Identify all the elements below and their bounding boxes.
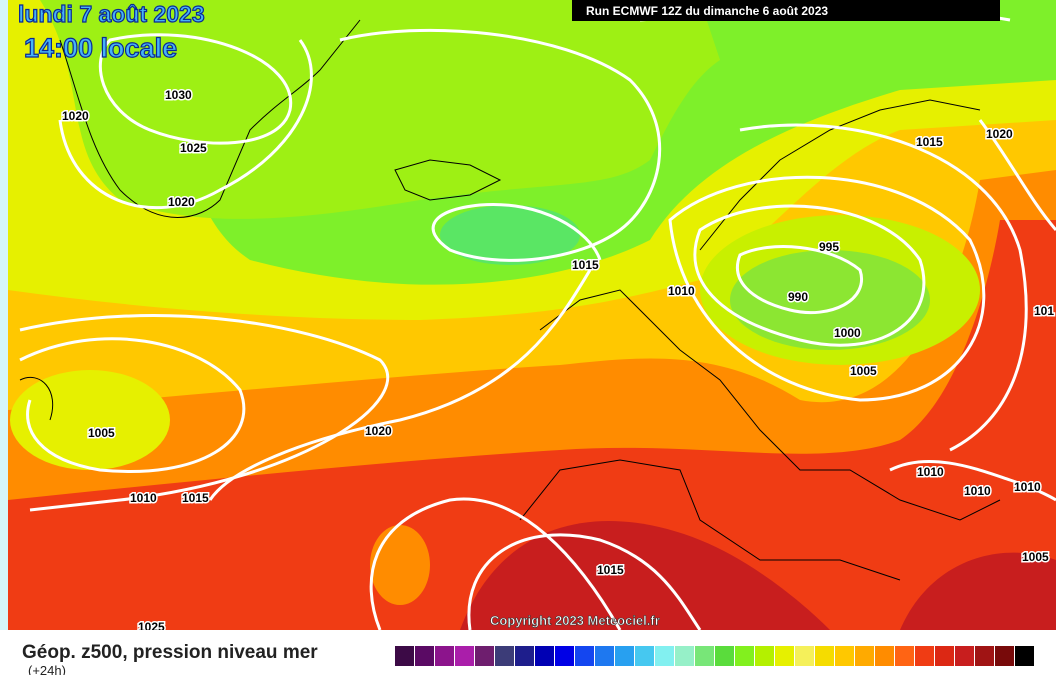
isobar (369, 497, 622, 631)
legend-swatch (875, 646, 894, 666)
isobar-label: 1025 (180, 141, 207, 155)
legend-swatch (435, 646, 454, 666)
low-green (730, 250, 930, 350)
isobar-label: 995 (819, 240, 839, 254)
isobar-label: 1020 (365, 424, 392, 438)
legend-swatch (695, 646, 714, 666)
legend-swatch (935, 646, 954, 666)
run-box (572, 0, 1000, 21)
coastline (59, 19, 361, 218)
isobar (889, 459, 1056, 502)
coastline (699, 99, 981, 251)
legend-swatch (775, 646, 794, 666)
legend-swatch (755, 646, 774, 666)
date-title: lundi 7 août 2023 (18, 1, 205, 27)
footer-title: Géop. z500, pression niveau mer (22, 642, 318, 663)
low-yellow (10, 370, 170, 470)
legend-swatch (455, 646, 474, 666)
isobar (739, 123, 1028, 452)
run-text: Run ECMWF 12Z du dimanche 6 août 2023 (586, 4, 828, 18)
isobar-label: 1015 (182, 491, 209, 505)
isobar (339, 28, 662, 262)
legend-swatch (1015, 646, 1034, 666)
legend-swatch (395, 646, 414, 666)
legend-swatch (615, 646, 634, 666)
legend-swatch (675, 646, 694, 666)
low-green (440, 205, 580, 265)
field-darkred (900, 552, 1056, 630)
footer: Géop. z500, pression niveau mer (+24h) (0, 630, 1056, 675)
isobar-label: 1020 (62, 109, 89, 123)
legend-swatch (915, 646, 934, 666)
coastline (19, 376, 54, 421)
isobar-label: 1000 (834, 326, 861, 340)
legend-swatch (795, 646, 814, 666)
isobar-label: 1005 (88, 426, 115, 440)
isobar (736, 245, 864, 315)
legend-swatch (895, 646, 914, 666)
isobar-label: 101 (1034, 304, 1054, 318)
field-lightgreen (8, 0, 720, 219)
isobar (693, 204, 926, 347)
copyright: Copyright 2023 Meteociel.fr (490, 613, 660, 628)
field-red (8, 220, 1056, 630)
isobar (58, 39, 313, 210)
legend-swatch (595, 646, 614, 666)
legend-swatch (855, 646, 874, 666)
isobar-label: 1005 (1022, 550, 1049, 564)
legend-swatch (655, 646, 674, 666)
isobar-label: 1030 (165, 88, 192, 102)
isobar-label: 1015 (916, 135, 943, 149)
isobar (668, 175, 986, 402)
legend-swatch (955, 646, 974, 666)
isobar-label: 1010 (668, 284, 695, 298)
legend-swatch (835, 646, 854, 666)
field-darkred (460, 520, 830, 630)
isobar (978, 119, 1056, 231)
isobar-label: 1010 (1014, 480, 1041, 494)
legend-swatch (475, 646, 494, 666)
isobar (467, 533, 702, 631)
coastline (519, 459, 901, 581)
isobar (208, 269, 592, 501)
legend-swatch (735, 646, 754, 666)
legend-swatch (575, 646, 594, 666)
isobar-label: 1015 (572, 258, 599, 272)
legend-swatch (515, 646, 534, 666)
isobar-label: 1010 (130, 491, 157, 505)
isobar-label: 1005 (850, 364, 877, 378)
time-title: 14:00 locale (24, 33, 177, 63)
isobar-label: 1010 (917, 465, 944, 479)
map: 1030 1020 1025 1020 1015 1010 995 990 10… (0, 0, 1056, 636)
coastline (394, 159, 502, 201)
legend-swatch (495, 646, 514, 666)
isobar (98, 33, 293, 145)
isobar (19, 337, 246, 473)
legend-swatch (415, 646, 434, 666)
legend-swatch (715, 646, 734, 666)
isobar-label: 1015 (597, 563, 624, 577)
footer-subtitle: (+24h) (28, 663, 66, 675)
legend-swatch (555, 646, 574, 666)
isobar (19, 314, 390, 512)
isobar-label: 1020 (986, 127, 1013, 141)
isobar-label: 990 (788, 290, 808, 304)
coastline (539, 289, 1001, 521)
legend-swatch (815, 646, 834, 666)
field-orange (370, 525, 430, 605)
legend-swatch (975, 646, 994, 666)
header: Run ECMWF 12Z du dimanche 6 août 2023 lu… (17, 0, 1000, 64)
isobar-label: 1020 (168, 195, 195, 209)
legend-swatch (995, 646, 1014, 666)
legend-swatch (535, 646, 554, 666)
legend-swatch (635, 646, 654, 666)
isobar-label: 1010 (964, 484, 991, 498)
